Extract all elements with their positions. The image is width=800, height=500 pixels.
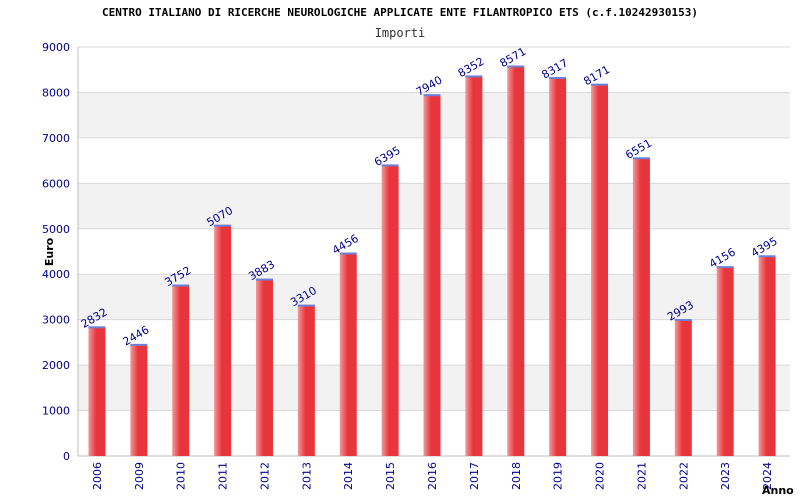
bar (423, 95, 441, 456)
x-axis-ticks: 2006 2009 2010 2011 2012 2013 2014 2015 2016 2017… (91, 462, 774, 490)
chart-subtitle: Importi (374, 26, 426, 40)
bar-cap (465, 75, 483, 78)
x-tick-label: 2012 (258, 462, 271, 490)
y-axis-label: Euro (43, 237, 56, 266)
bar (716, 267, 734, 456)
bar (758, 256, 776, 456)
x-tick-label: 2016 (426, 462, 439, 490)
bar-cap (758, 255, 776, 258)
bar-cap (339, 252, 357, 255)
y-tick-label: 0 (63, 450, 70, 463)
x-tick-label: 2017 (468, 462, 481, 490)
bars (88, 65, 776, 456)
x-tick-label: 2020 (594, 462, 607, 490)
bar (381, 165, 399, 456)
y-tick-label: 3000 (42, 314, 70, 327)
chart-title: CENTRO ITALIANO DI RICERCHE NEUROLOGICHE… (101, 6, 699, 19)
y-tick-label: 8000 (42, 86, 70, 99)
bar (674, 319, 692, 456)
bar-cap (632, 157, 650, 160)
x-tick-label: 2009 (133, 462, 146, 490)
x-tick-label: 2018 (510, 462, 523, 490)
y-tick-label: 9000 (42, 41, 70, 54)
bar (255, 279, 273, 456)
x-tick-label: 2013 (300, 462, 313, 490)
y-tick-label: 2000 (42, 359, 70, 372)
bar (549, 78, 567, 456)
bar-cap (674, 318, 692, 321)
bar-cap (423, 94, 441, 97)
x-tick-label: 2015 (384, 462, 397, 490)
bar (172, 285, 190, 456)
bar-cap (88, 326, 106, 329)
bar-cap (716, 266, 734, 269)
x-tick-label: 2010 (175, 462, 188, 490)
y-tick-label: 7000 (42, 132, 70, 145)
bar (465, 76, 483, 456)
bar (632, 158, 650, 456)
x-tick-label: 2006 (91, 462, 104, 490)
plot-band (78, 47, 790, 93)
bar (88, 327, 106, 456)
bar-cap (549, 77, 567, 80)
y-tick-label: 5000 (42, 223, 70, 236)
x-axis-label: Anno (762, 484, 794, 497)
x-tick-label: 2023 (719, 462, 732, 490)
y-tick-label: 6000 (42, 177, 70, 190)
bar-cap (507, 65, 525, 68)
bar-cap (381, 164, 399, 167)
bar-cap (172, 284, 190, 287)
bar (339, 253, 357, 456)
bar (591, 84, 609, 456)
x-tick-label: 2014 (342, 462, 355, 490)
x-tick-label: 2011 (217, 462, 230, 490)
bar (214, 225, 232, 456)
bar-cap (591, 83, 609, 86)
bar-cap (255, 278, 273, 281)
bar (130, 344, 148, 456)
y-tick-label: 4000 (42, 268, 70, 281)
y-axis-ticks: 0 1000 2000 3000 4000 5000 6000 7000 8000 9000 (42, 41, 70, 463)
y-tick-label: 1000 (42, 405, 70, 418)
bar-cap (297, 304, 315, 307)
bar-cap (130, 343, 148, 346)
bar (297, 305, 315, 456)
bar-cap (214, 224, 232, 227)
bar (507, 66, 525, 456)
x-tick-label: 2024 (761, 462, 774, 490)
x-tick-label: 2022 (677, 462, 690, 490)
x-tick-label: 2019 (552, 462, 565, 490)
x-tick-label: 2021 (635, 462, 648, 490)
